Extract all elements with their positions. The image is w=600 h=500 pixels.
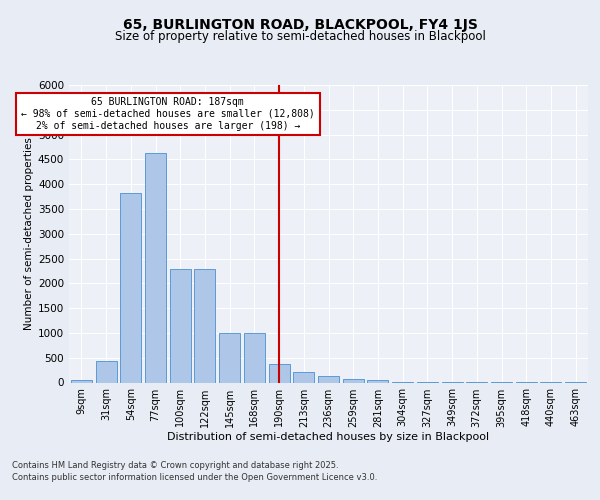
Bar <box>145 154 166 382</box>
Y-axis label: Number of semi-detached properties: Number of semi-detached properties <box>24 138 34 330</box>
Bar <box>170 270 191 382</box>
Text: Contains HM Land Registry data © Crown copyright and database right 2025.: Contains HM Land Registry data © Crown c… <box>12 461 338 470</box>
Bar <box>71 380 92 382</box>
Text: 65, BURLINGTON ROAD, BLACKPOOL, FY4 1JS: 65, BURLINGTON ROAD, BLACKPOOL, FY4 1JS <box>122 18 478 32</box>
Bar <box>120 193 141 382</box>
Bar <box>269 364 290 382</box>
Bar <box>293 372 314 382</box>
Bar <box>367 380 388 382</box>
Bar <box>244 333 265 382</box>
X-axis label: Distribution of semi-detached houses by size in Blackpool: Distribution of semi-detached houses by … <box>167 432 490 442</box>
Bar <box>343 378 364 382</box>
Bar <box>318 376 339 382</box>
Text: Size of property relative to semi-detached houses in Blackpool: Size of property relative to semi-detach… <box>115 30 485 43</box>
Text: 65 BURLINGTON ROAD: 187sqm
← 98% of semi-detached houses are smaller (12,808)
2%: 65 BURLINGTON ROAD: 187sqm ← 98% of semi… <box>21 98 315 130</box>
Bar <box>194 270 215 382</box>
Text: Contains public sector information licensed under the Open Government Licence v3: Contains public sector information licen… <box>12 472 377 482</box>
Bar <box>95 361 116 382</box>
Bar <box>219 333 240 382</box>
